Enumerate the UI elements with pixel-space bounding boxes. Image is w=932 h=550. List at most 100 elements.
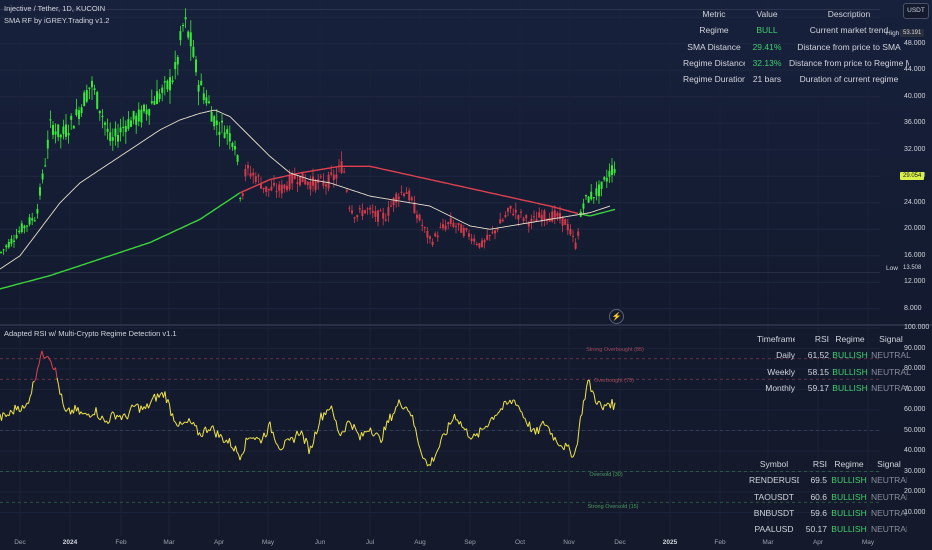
- candle-body: [140, 109, 143, 123]
- candle-body: [249, 173, 252, 177]
- lightning-icon[interactable]: ⚡: [609, 309, 624, 324]
- regime-cell: BULLISH: [831, 524, 867, 535]
- rsi-indicator-title[interactable]: Adapted RSI w/ Multi-Crypto Regime Detec…: [4, 329, 177, 338]
- regime-cell: BULLISH: [831, 491, 867, 502]
- candle-body: [57, 124, 60, 138]
- symbol-cell: RENDERUSDT: [749, 475, 799, 486]
- rsi-segment: [377, 433, 380, 438]
- candle-body: [566, 223, 569, 231]
- candle-body: [0, 251, 2, 253]
- rsi-cell: 69.5: [810, 475, 827, 486]
- rsi-segment: [2, 412, 5, 415]
- table-row: TAOUSDT 60.6 BULLISH NEUTRAL: [749, 489, 907, 505]
- rsi-segment: [298, 434, 301, 436]
- candle-body: [525, 215, 528, 219]
- candle-body: [254, 176, 257, 182]
- rsi-cell: 58.15: [807, 366, 829, 377]
- candle-body: [387, 207, 390, 216]
- regime-cell: BULLISH: [831, 508, 867, 519]
- candle-body: [514, 209, 517, 213]
- rsi-segment: [611, 399, 614, 410]
- candle-body: [572, 235, 574, 237]
- rsi-levels: [0, 358, 880, 503]
- price-tick-label: 8.000: [904, 304, 922, 312]
- candle-body: [603, 177, 606, 180]
- candle-body: [223, 132, 226, 138]
- rsi-segment: [155, 393, 158, 402]
- price-tick-label: 24.000: [904, 198, 926, 206]
- rsi-segment: [149, 400, 152, 405]
- rsi-segment: [281, 447, 284, 450]
- rsi-segment: [74, 404, 77, 412]
- candle-body: [587, 196, 590, 203]
- header-description: Description: [827, 9, 871, 20]
- candle-body: [280, 184, 283, 194]
- rsi-segment: [29, 393, 32, 398]
- candle-body: [267, 188, 270, 191]
- rsi-segment: [38, 356, 41, 365]
- rsi-segment: [433, 456, 436, 462]
- rsi-segment: [238, 454, 241, 461]
- header-signal: Signal: [877, 459, 901, 470]
- rsi-tick-label: 50.000: [904, 426, 926, 434]
- timeframe-cell: Weekly: [767, 366, 795, 377]
- signal-cell: NEUTRAL: [871, 491, 907, 502]
- time-tick-label: Dec: [14, 539, 26, 546]
- rsi-segment: [407, 410, 410, 413]
- rsi-segment: [58, 384, 61, 395]
- rsi-segment: [193, 421, 196, 427]
- time-tick-label: Sep: [464, 539, 476, 546]
- rsi-segment: [583, 399, 586, 401]
- rsi-segment: [244, 437, 247, 451]
- rsi-segment: [409, 411, 412, 417]
- timeframe-cell: Daily: [776, 350, 795, 361]
- candle-body: [475, 244, 478, 246]
- rsi-segment: [499, 408, 502, 412]
- rsi-segment: [524, 418, 527, 424]
- rsi-segment: [559, 444, 562, 447]
- candle-body: [189, 32, 192, 47]
- candle-body: [371, 210, 374, 213]
- currency-button[interactable]: USDT: [903, 3, 929, 19]
- rsi-segment: [134, 403, 137, 407]
- rsi-segment: [478, 427, 481, 438]
- time-tick-label: May: [861, 539, 875, 546]
- rsi-segment: [418, 444, 421, 449]
- rsi-segment: [451, 419, 454, 423]
- rsi-tick-label: 30.000: [904, 467, 926, 475]
- rsi-segment: [91, 414, 94, 417]
- candle-body: [356, 215, 359, 218]
- candle-body: [293, 175, 296, 179]
- candle-body: [429, 236, 431, 239]
- candle-body: [501, 219, 504, 222]
- rsi-segment: [44, 356, 47, 359]
- table-row: BNBUSDT 59.6 BULLISH NEUTRAL: [749, 505, 907, 521]
- rsi-segment: [23, 406, 26, 409]
- rsi-segment: [151, 397, 154, 401]
- rsi-segment: [598, 400, 601, 403]
- candle-body: [265, 186, 268, 192]
- rsi-segment: [307, 442, 310, 455]
- sma-indicator-title[interactable]: SMA RF by iGREY.Trading v1.2: [4, 16, 110, 25]
- rsi-segment: [466, 428, 469, 437]
- candle-body: [577, 231, 580, 236]
- candle-body: [379, 210, 382, 212]
- symbol-title[interactable]: Injective / Tether, 1D, KUCOIN: [4, 4, 106, 13]
- rsi-tick-label: 10.000: [904, 508, 926, 516]
- candle-body: [257, 175, 260, 177]
- rsi-segment: [206, 429, 209, 434]
- rsi-segment: [520, 410, 523, 413]
- time-tick-label: Aug: [414, 539, 426, 546]
- sma-line: [0, 109, 611, 270]
- candle-body: [65, 124, 67, 137]
- rsi-segment: [332, 412, 335, 420]
- candle-body: [166, 80, 169, 90]
- symbol-cell: TAOUSDT: [754, 491, 794, 502]
- rsi-segment: [97, 416, 100, 420]
- rsi-segment: [487, 423, 490, 428]
- candle-body: [163, 81, 166, 83]
- candle-body: [127, 119, 130, 129]
- rsi-segment: [145, 403, 148, 410]
